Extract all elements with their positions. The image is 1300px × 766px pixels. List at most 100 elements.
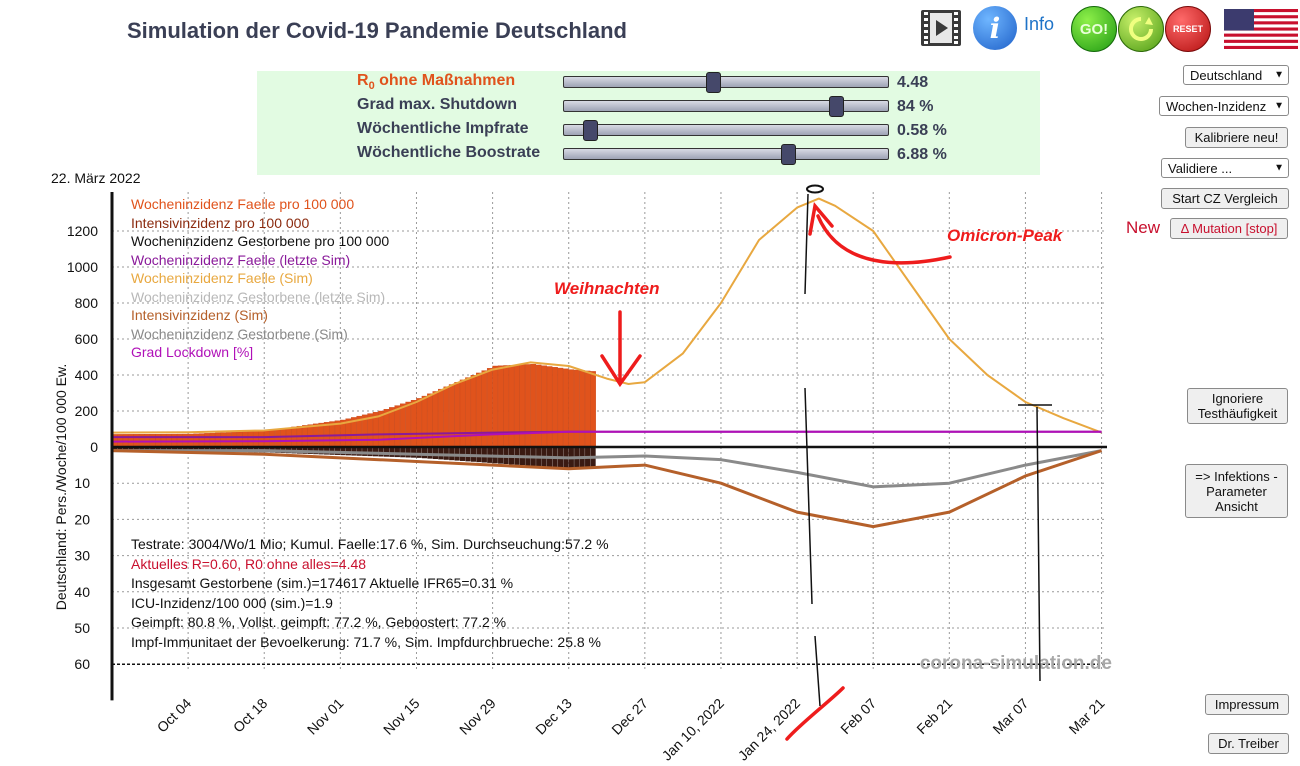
impressum-button[interactable]: Impressum bbox=[1205, 694, 1289, 715]
y-tick-label: 1000 bbox=[67, 259, 98, 275]
infection-parameter-button[interactable]: => Infektions - Parameter Ansicht bbox=[1185, 464, 1288, 518]
case-bar bbox=[215, 432, 221, 448]
watermark: corona-simulation.de bbox=[920, 653, 1112, 674]
hand-line bbox=[804, 193, 821, 707]
case-bar bbox=[421, 395, 428, 448]
death-bar bbox=[438, 447, 444, 460]
case-bar bbox=[389, 407, 395, 448]
validate-select[interactable]: Validiere ... ▼ bbox=[1161, 158, 1289, 178]
stats-line: Insgesamt Gestorbene (sim.)=174617 Aktue… bbox=[131, 575, 514, 591]
new-label: New bbox=[1126, 218, 1161, 237]
case-bar bbox=[535, 364, 542, 448]
case-bar bbox=[410, 399, 417, 448]
slider-thumb[interactable] bbox=[829, 96, 845, 117]
case-bar bbox=[204, 433, 210, 448]
video-icon[interactable] bbox=[920, 9, 962, 47]
case-bar bbox=[231, 431, 238, 448]
case-bar bbox=[541, 365, 547, 448]
underline-mark bbox=[785, 686, 845, 741]
legend-item: Wocheninzidenz Gestorbene pro 100 000 bbox=[131, 233, 390, 249]
legend-item: Grad Lockdown [%] bbox=[131, 344, 254, 360]
case-bar bbox=[274, 429, 281, 448]
case-bar bbox=[557, 367, 564, 448]
country-select[interactable]: Deutschland ▼ bbox=[1183, 65, 1289, 85]
stats-line: Geimpft: 80.8 %, Vollst. geimpft: 77.2 %… bbox=[131, 614, 507, 630]
death-bar bbox=[160, 447, 167, 452]
death-bar bbox=[432, 447, 438, 460]
slider-track[interactable] bbox=[563, 72, 889, 93]
x-tick-label: Dec 27 bbox=[608, 695, 651, 738]
y-tick-label: 10 bbox=[74, 475, 90, 491]
case-bar bbox=[416, 398, 422, 448]
y-tick-label: 60 bbox=[74, 656, 90, 672]
control-value: 6.88 % bbox=[897, 146, 947, 163]
case-bar bbox=[225, 432, 232, 448]
control-label: Wöchentliche Impfrate bbox=[357, 120, 529, 138]
slider-track[interactable] bbox=[563, 120, 889, 141]
country-select-value: Deutschland bbox=[1190, 67, 1263, 83]
case-bar bbox=[427, 393, 433, 448]
death-bar bbox=[443, 447, 449, 460]
y-tick-label: 600 bbox=[75, 331, 99, 347]
chevron-down-icon: ▼ bbox=[1274, 69, 1284, 81]
author-button[interactable]: Dr. Treiber bbox=[1208, 733, 1289, 754]
control-label-main: Grad max. Shutdown bbox=[357, 96, 518, 113]
x-tick-label: Feb 21 bbox=[913, 695, 955, 737]
case-bar bbox=[454, 381, 460, 448]
info-link[interactable]: Info bbox=[1024, 14, 1055, 34]
death-bar bbox=[150, 447, 156, 452]
death-bar bbox=[389, 447, 395, 457]
x-tick-label: Jan 10, 2022 bbox=[659, 695, 728, 764]
case-bar bbox=[552, 367, 558, 448]
death-bar bbox=[400, 447, 406, 458]
case-bar bbox=[443, 386, 450, 448]
chevron-down-icon: ▼ bbox=[1274, 100, 1284, 112]
control-value: 0.58 % bbox=[897, 122, 947, 139]
hand-line bbox=[1018, 404, 1052, 682]
x-tick-label: Nov 01 bbox=[304, 695, 347, 738]
x-tick-label: Oct 18 bbox=[230, 695, 271, 736]
calibrate-button[interactable]: Kalibriere neu! bbox=[1185, 127, 1288, 148]
slider-track[interactable] bbox=[563, 96, 889, 117]
case-bar bbox=[220, 432, 227, 448]
stats-line: Aktuelles R=0.60, R0 ohne alles=4.48 bbox=[131, 555, 367, 572]
slider-thumb[interactable] bbox=[706, 72, 722, 93]
case-bar bbox=[258, 430, 265, 448]
x-tick-label: Oct 04 bbox=[154, 695, 195, 736]
y-tick-label: 50 bbox=[74, 620, 90, 636]
case-bar bbox=[514, 364, 520, 448]
parameter-panel: R0 ohne Maßnahmen 4.48 Grad max. Shutdown 8… bbox=[257, 71, 1040, 175]
series-line bbox=[112, 449, 1102, 489]
go-button[interactable]: GO! bbox=[1071, 6, 1117, 52]
y-axis-label: Deutschland: Pers./Woche/100 000 Ew. bbox=[53, 364, 69, 610]
y-tick-label: 40 bbox=[74, 584, 90, 600]
ignore-test-frequency-button[interactable]: Ignoriere Testhäufigkeit bbox=[1187, 388, 1288, 424]
death-bar bbox=[112, 447, 118, 451]
metric-select[interactable]: Wochen-Inzidenz ▼ bbox=[1159, 96, 1289, 116]
mutation-button[interactable]: Δ Mutation [stop] bbox=[1170, 218, 1288, 239]
control-label-main: R bbox=[357, 72, 369, 89]
case-bar bbox=[253, 431, 259, 448]
death-bar bbox=[378, 447, 384, 457]
death-bar bbox=[416, 447, 422, 458]
info-icon[interactable]: i bbox=[973, 6, 1017, 50]
params-button-line: Parameter bbox=[1206, 483, 1267, 499]
control-value: 84 % bbox=[897, 98, 934, 115]
case-bar bbox=[563, 368, 569, 448]
chart-date-label: 22. März 2022 bbox=[51, 170, 141, 186]
cz-compare-button[interactable]: Start CZ Vergleich bbox=[1161, 188, 1289, 209]
us-flag-icon[interactable] bbox=[1224, 9, 1298, 49]
metric-select-value: Wochen-Inzidenz bbox=[1166, 98, 1267, 114]
case-bar bbox=[242, 431, 248, 448]
death-bar bbox=[144, 447, 150, 452]
slider-track[interactable] bbox=[563, 144, 889, 165]
x-tick-label: Jan 24, 2022 bbox=[735, 695, 804, 764]
marker-circle bbox=[806, 184, 824, 194]
refresh-icon[interactable] bbox=[1118, 6, 1164, 52]
slider-thumb[interactable] bbox=[780, 144, 796, 165]
reset-button[interactable]: RESET bbox=[1165, 6, 1211, 52]
death-bar bbox=[128, 447, 134, 451]
slider-thumb[interactable] bbox=[582, 120, 598, 141]
go-label: GO! bbox=[1079, 20, 1109, 38]
control-label-main: Wöchentliche Impfrate bbox=[357, 120, 529, 137]
